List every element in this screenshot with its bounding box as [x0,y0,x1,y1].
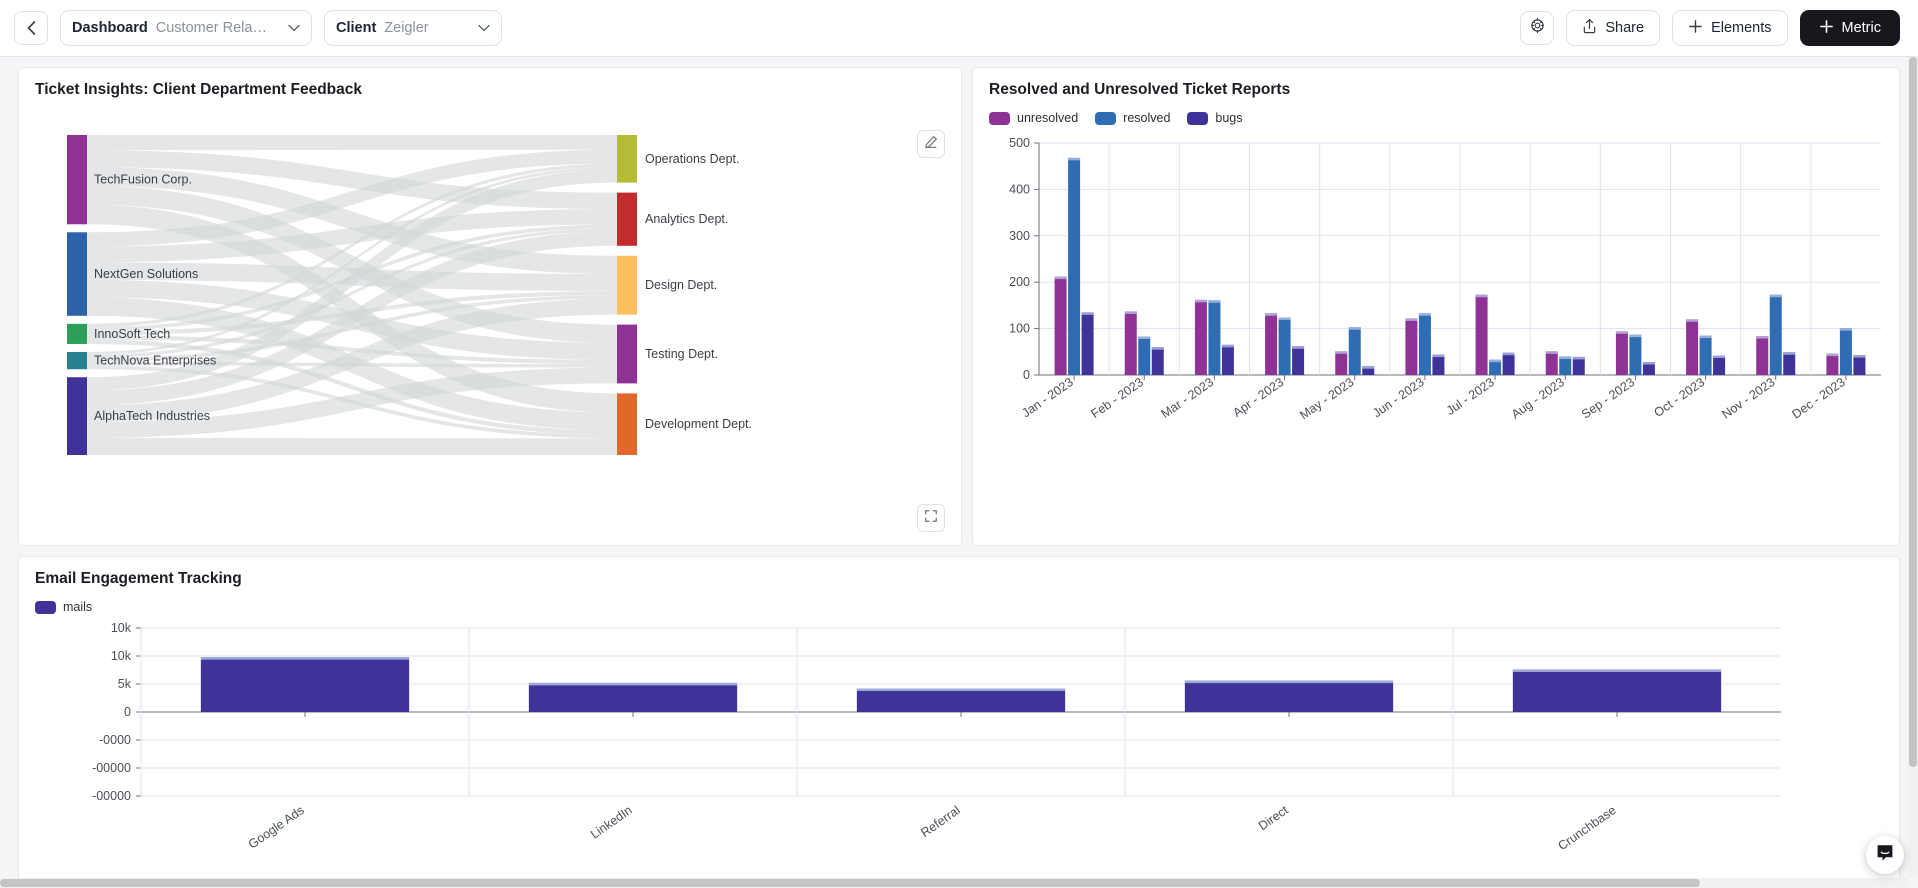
svg-text:Mar - 2023: Mar - 2023 [1159,375,1217,421]
add-metric-label: Metric [1841,20,1881,36]
settings-button[interactable] [1520,11,1555,45]
svg-text:100: 100 [1009,322,1030,336]
email-engagement-chart: 10k 10k 5k 0 -0000 -00000 -00000 Google Ads Link… [92,621,1781,853]
svg-text:TechNova Enterprises: TechNova Enterprises [94,354,216,368]
vertical-scrollbar-thumb[interactable] [1909,57,1917,767]
svg-text:Dec - 2023: Dec - 2023 [1790,375,1848,422]
email-engagement-title: Email Engagement Tracking [35,570,242,587]
horizontal-scrollbar[interactable] [0,878,1908,888]
legend-label: mails [63,600,93,614]
svg-text:0: 0 [124,705,131,719]
svg-text:Jun - 2023: Jun - 2023 [1370,375,1426,420]
legend-item[interactable]: resolved [1095,111,1170,125]
svg-text:Nov - 2023: Nov - 2023 [1719,375,1777,422]
svg-text:LinkedIn: LinkedIn [588,803,635,842]
svg-text:Feb - 2023: Feb - 2023 [1088,375,1146,421]
top-toolbar: Dashboard Customer Relations M... Client… [0,0,1918,57]
chevron-down-icon [468,24,490,32]
horizontal-scrollbar-thumb[interactable] [0,879,1700,887]
client-selector-key: Client [336,20,377,36]
svg-text:Direct: Direct [1256,803,1291,833]
toolbar-left-group: Dashboard Customer Relations M... Client… [14,10,502,46]
svg-text:May - 2023: May - 2023 [1297,375,1356,422]
svg-text:10k: 10k [111,649,132,663]
client-selector-value: Zeigler [384,20,429,36]
legend-swatch [1095,111,1117,125]
svg-text:NextGen Solutions: NextGen Solutions [94,267,198,281]
chevron-left-icon [27,21,36,35]
svg-text:500: 500 [1009,136,1030,150]
pencil-icon [924,135,938,154]
svg-text:Design Dept.: Design Dept. [645,278,717,292]
toolbar-right-group: Share Elements Metric [1520,10,1900,46]
dashboard-row-top: Ticket Insights: Client Department Feedb… [18,67,1900,546]
email-engagement-panel: Email Engagement Tracking mails 10k 10k 5k… [18,556,1900,886]
svg-text:400: 400 [1009,182,1030,196]
dashboard-selector[interactable]: Dashboard Customer Relations M... [60,10,312,46]
svg-text:5k: 5k [118,677,132,691]
ticket-reports-legend: unresolved resolved bugs [973,99,1899,125]
svg-text:TechFusion Corp.: TechFusion Corp. [94,173,192,187]
legend-swatch [35,600,56,614]
dashboard-selector-key: Dashboard [72,20,148,36]
share-upload-icon [1582,18,1597,38]
sankey-edit-button[interactable] [917,130,945,158]
legend-label: unresolved [1017,111,1079,125]
chat-support-button[interactable] [1866,836,1904,874]
svg-text:-00000: -00000 [92,761,131,775]
dashboard-selector-value: Customer Relations M... [155,20,270,36]
sankey-expand-button[interactable] [917,504,945,532]
svg-text:Google Ads: Google Ads [246,803,307,852]
svg-text:Aug - 2023: Aug - 2023 [1509,375,1567,422]
add-metric-button[interactable]: Metric [1799,10,1900,46]
svg-text:0: 0 [1023,368,1030,382]
add-elements-label: Elements [1711,20,1772,36]
svg-text:-00000: -00000 [92,789,131,803]
svg-text:10k: 10k [111,621,132,635]
svg-text:-0000: -0000 [99,733,131,747]
svg-text:300: 300 [1009,229,1030,243]
legend-item[interactable]: unresolved [989,111,1078,125]
svg-text:Analytics Dept.: Analytics Dept. [645,212,728,226]
legend-swatch [989,111,1010,125]
add-elements-button[interactable]: Elements [1672,10,1788,46]
svg-text:InnoSoft Tech: InnoSoft Tech [94,327,170,341]
legend-item[interactable]: bugs [1187,111,1243,125]
svg-text:200: 200 [1009,275,1030,289]
back-button[interactable] [14,11,48,45]
legend-label: bugs [1215,111,1243,125]
svg-text:Apr - 2023: Apr - 2023 [1230,375,1286,420]
sankey-panel-title: Ticket Insights: Client Department Feedb… [35,81,363,98]
plus-icon [1819,19,1834,38]
sankey-diagram: TechFusion Corp. NextGen Solutions InnoSof… [67,135,752,455]
svg-text:Development Dept.: Development Dept. [645,417,752,431]
svg-text:AlphaTech Industries: AlphaTech Industries [94,409,210,423]
legend-swatch [1187,111,1209,125]
legend-item[interactable]: mails [35,600,92,614]
share-button-label: Share [1605,20,1645,36]
fullscreen-icon [924,509,938,528]
ticket-reports-panel: Resolved and Unresolved Ticket Reports u… [972,67,1900,546]
chat-bubble-icon [1875,843,1895,868]
ticket-reports-title: Resolved and Unresolved Ticket Reports [989,81,1291,98]
svg-text:Jul - 2023: Jul - 2023 [1444,375,1497,418]
dashboard-board: Ticket Insights: Client Department Feedb… [0,57,1918,886]
svg-text:Referral: Referral [918,803,962,840]
svg-text:Crunchbase: Crunchbase [1555,803,1618,853]
share-button[interactable]: Share [1566,10,1661,46]
chevron-down-icon [278,24,300,32]
legend-label: resolved [1123,111,1171,125]
client-selector[interactable]: Client Zeigler [324,10,502,46]
sankey-panel: Ticket Insights: Client Department Feedb… [18,67,962,546]
svg-text:Sep - 2023: Sep - 2023 [1579,375,1637,422]
vertical-scrollbar[interactable] [1908,57,1918,878]
svg-text:Operations Dept.: Operations Dept. [645,152,740,166]
svg-text:Oct - 2023: Oct - 2023 [1651,375,1707,420]
plus-icon [1688,19,1703,38]
gear-icon [1529,17,1546,39]
email-engagement-legend: mails [19,588,1899,614]
svg-text:Testing Dept.: Testing Dept. [645,347,718,361]
